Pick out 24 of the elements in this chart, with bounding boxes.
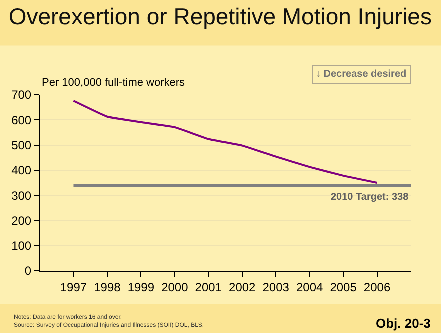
ref-line-label: 2010 Target: 338 — [331, 192, 410, 203]
x-tick-label: 2003 — [262, 280, 290, 294]
x-tick-label: 2005 — [330, 280, 358, 294]
y-tick-label: 700 — [12, 88, 32, 102]
x-tick-label: 1998 — [94, 280, 122, 294]
chart-title: Overexertion or Repetitive Motion Injuries — [8, 3, 432, 30]
y-tick-label: 400 — [12, 164, 32, 178]
y-tick-label: 0 — [24, 264, 32, 278]
y-axis-title: Per 100,000 full-time workers — [42, 77, 186, 89]
x-tick-label: 2000 — [162, 280, 189, 294]
x-tick-label: 1997 — [60, 280, 88, 294]
x-tick-label: 2001 — [195, 280, 222, 294]
y-tick-label: 200 — [12, 214, 32, 228]
y-tick-label: 300 — [12, 188, 32, 203]
y-tick-label: 500 — [12, 138, 32, 152]
x-tick-label: 2002 — [229, 280, 256, 294]
x-tick-label: 1999 — [128, 280, 155, 294]
line-series — [72, 100, 378, 184]
y-tick-label: 600 — [12, 113, 32, 128]
text: ↓ Decrease desired — [316, 69, 407, 80]
x-tick-label: 2004 — [296, 280, 324, 294]
y-tick-label: 100 — [12, 239, 32, 254]
text: Obj. 20-3 — [376, 316, 431, 331]
x-tick-label: 2006 — [364, 280, 391, 294]
